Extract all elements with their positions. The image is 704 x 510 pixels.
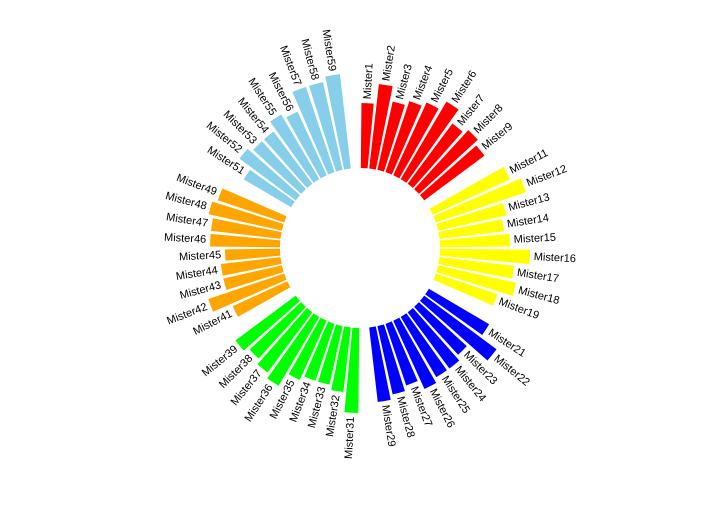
bar [253, 141, 306, 194]
bar [369, 326, 391, 402]
bar-label: Mister31 [343, 416, 357, 459]
bar-label: Mister47 [165, 211, 209, 229]
bar [288, 317, 327, 380]
bar [223, 265, 284, 290]
bar [400, 101, 459, 183]
bar [433, 273, 498, 306]
bar [208, 201, 284, 231]
bar [210, 218, 282, 239]
bar [393, 317, 437, 389]
bar [377, 101, 405, 172]
bar [419, 145, 485, 201]
bar [235, 295, 301, 351]
bar [239, 148, 301, 201]
bar [304, 321, 335, 381]
bar [377, 324, 405, 395]
bar-label: Mister29 [379, 404, 397, 448]
bar [264, 131, 313, 189]
bar [243, 169, 295, 208]
bar-label: Mister1 [362, 63, 376, 100]
bar [414, 130, 478, 194]
bar [407, 307, 460, 369]
bar [400, 313, 447, 378]
bar [433, 178, 526, 223]
bar-label: Mister2 [380, 45, 397, 82]
bar-label: Mister15 [513, 232, 556, 246]
bar [267, 313, 320, 386]
bar [270, 114, 320, 183]
bar [257, 307, 313, 373]
bar [414, 302, 467, 355]
bar [385, 101, 422, 175]
bar [393, 102, 439, 179]
bar [286, 111, 327, 179]
bar [208, 273, 287, 312]
bar-label: Mister58 [298, 38, 321, 82]
bar [217, 188, 287, 223]
bar-label: Mister46 [164, 232, 207, 246]
bar-label: Mister16 [533, 251, 576, 265]
bar [318, 324, 343, 385]
bar [210, 233, 281, 248]
bar [439, 248, 530, 265]
bar [369, 84, 393, 170]
bar-label: Mister32 [324, 394, 342, 438]
bar-label: Mister14 [506, 212, 550, 230]
bar [225, 248, 281, 261]
bar-label: Mister17 [516, 267, 560, 285]
bar-label: Mister22 [492, 353, 532, 389]
bar [309, 82, 343, 172]
bar-label: Mister45 [179, 249, 222, 263]
bar [429, 166, 511, 215]
bar-label: Mister44 [175, 265, 219, 283]
bar [220, 257, 282, 276]
bar-label: Mister21 [486, 327, 528, 360]
bar [325, 74, 351, 170]
bar [439, 233, 510, 248]
bar [419, 295, 497, 361]
bar [436, 265, 517, 296]
bar-label: Mister59 [320, 29, 338, 73]
bar [438, 219, 505, 239]
bar [292, 86, 335, 175]
bar [360, 103, 374, 169]
bar [249, 302, 306, 359]
bar [425, 288, 490, 335]
bar [438, 257, 514, 279]
bar [331, 326, 351, 393]
bar [232, 281, 291, 317]
bar [385, 321, 418, 386]
bar [436, 203, 507, 231]
bar [344, 327, 360, 413]
bar [407, 123, 463, 189]
